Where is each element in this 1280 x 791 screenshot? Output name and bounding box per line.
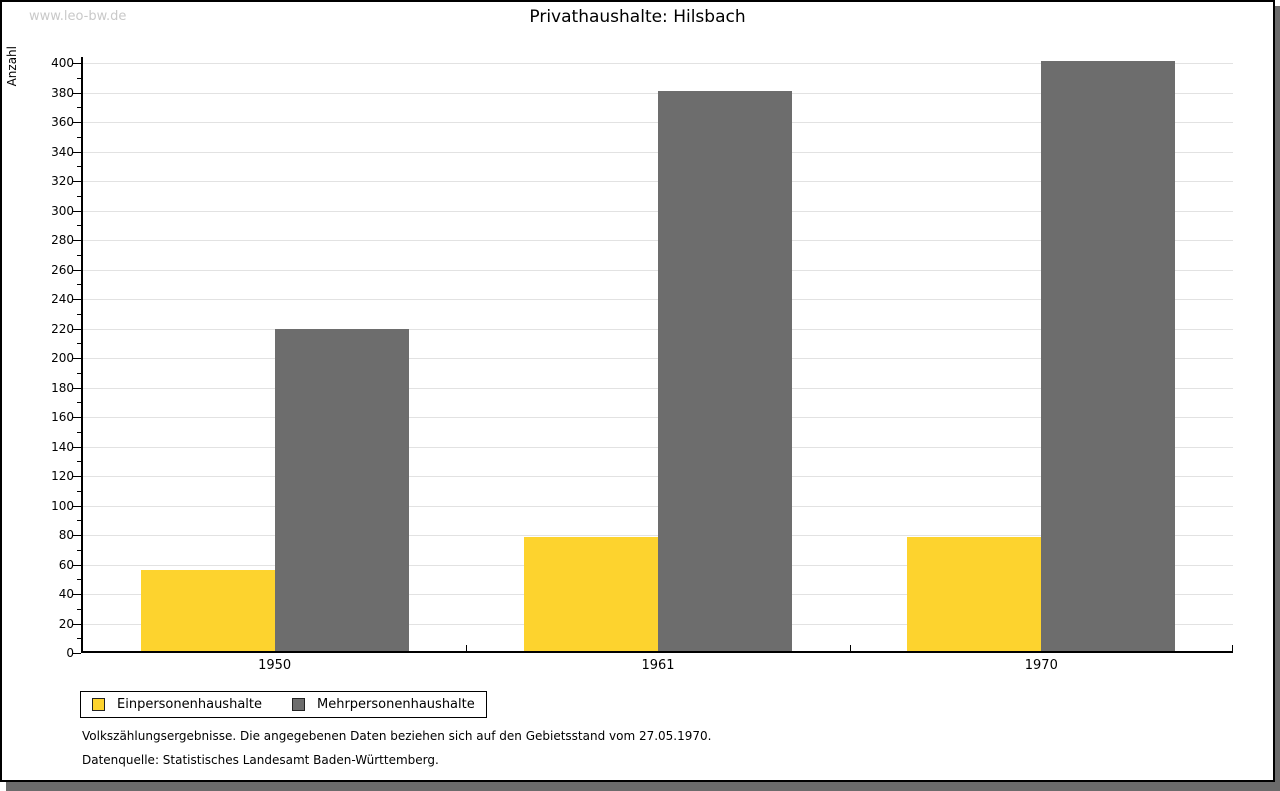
y-tick-240 [73, 299, 81, 300]
legend-label: Mehrpersonenhaushalte [317, 697, 475, 712]
footer-source: Datenquelle: Statistisches Landesamt Bad… [82, 753, 439, 767]
y-tick-label-120: 120 [51, 469, 74, 483]
bar-mehrpersonenhaushalte-1961 [658, 90, 792, 651]
y-tick-80 [73, 535, 81, 536]
bar-mehrpersonenhaushalte-1950 [274, 329, 409, 651]
bar-einpersonenhaushalte-1950 [140, 569, 275, 651]
y-minor-tick-90 [77, 520, 81, 522]
y-minor-tick-250 [77, 284, 81, 286]
plot-area [81, 57, 1233, 653]
y-tick-label-280: 280 [51, 233, 74, 247]
y-tick-280 [73, 240, 81, 241]
y-tick-label-380: 380 [51, 85, 74, 100]
y-minor-tick-170 [77, 402, 81, 404]
y-tick-label-60: 60 [58, 557, 74, 572]
y-tick-340 [73, 151, 81, 153]
y-tick-320 [73, 181, 81, 182]
y-tick-label-300: 300 [51, 203, 74, 218]
y-tick-180 [73, 387, 81, 389]
y-minor-tick-350 [77, 136, 81, 138]
bar-mehrpersonenhaushalte-1970 [1041, 61, 1176, 651]
y-tick-220 [73, 328, 81, 330]
bar-einpersonenhaushalte-1970 [907, 537, 1042, 651]
y-minor-tick-190 [77, 372, 81, 374]
y-tick-label-340: 340 [51, 144, 74, 159]
legend-swatch-icon [292, 698, 305, 711]
y-minor-tick-70 [77, 549, 81, 551]
frame-shadow-right [1275, 6, 1280, 791]
x-category-label-1950: 1950 [258, 658, 292, 673]
y-minor-tick-370 [77, 107, 81, 109]
legend-label: Einpersonenhaushalte [117, 697, 262, 712]
legend-swatch-icon [92, 698, 105, 711]
y-tick-380 [73, 92, 81, 94]
y-tick-label-320: 320 [51, 174, 74, 188]
y-minor-tick-390 [77, 77, 81, 79]
x-axis-tick-1 [466, 645, 468, 651]
y-minor-tick-50 [77, 579, 81, 581]
x-axis-tick-2 [849, 645, 851, 651]
y-tick-label-180: 180 [51, 380, 74, 395]
y-minor-tick-30 [77, 608, 81, 610]
y-tick-100 [73, 505, 81, 507]
legend-item-einpersonenhaushalte: Einpersonenhaushalte [92, 697, 262, 712]
watermark: www.leo-bw.de [29, 9, 127, 24]
y-tick-label-260: 260 [51, 262, 74, 277]
y-tick-label-160: 160 [51, 410, 74, 424]
x-category-label-1970: 1970 [1024, 658, 1058, 673]
bar-einpersonenhaushalte-1961 [524, 537, 658, 651]
legend-item-mehrpersonenhaushalte: Mehrpersonenhaushalte [292, 697, 475, 712]
y-tick-200 [73, 358, 81, 359]
legend: Einpersonenhaushalte Mehrpersonenhaushalt… [80, 691, 487, 718]
gridline-400 [83, 63, 1233, 64]
y-tick-120 [73, 476, 81, 477]
y-minor-tick-110 [77, 490, 81, 492]
y-tick-360 [73, 122, 81, 123]
y-tick-label-100: 100 [51, 498, 74, 513]
x-category-label-1961: 1961 [641, 658, 675, 673]
y-tick-label-20: 20 [58, 616, 74, 631]
y-minor-tick-150 [77, 431, 81, 433]
y-minor-tick-290 [77, 225, 81, 227]
x-axis-tick-3 [1232, 645, 1233, 651]
y-minor-tick-210 [77, 343, 81, 345]
y-tick-40 [73, 594, 81, 595]
chart-title: Privathaushalte: Hilsbach [529, 7, 746, 27]
y-tick-260 [73, 269, 81, 271]
y-minor-tick-310 [77, 195, 81, 197]
y-minor-tick-330 [77, 166, 81, 168]
footer-note: Volkszählungsergebnisse. Die angegebenen… [82, 729, 712, 743]
y-tick-label-240: 240 [51, 292, 74, 306]
y-tick-label-220: 220 [51, 321, 74, 336]
y-minor-tick-10 [77, 638, 81, 640]
y-tick-300 [73, 210, 81, 212]
y-tick-400 [73, 63, 81, 64]
y-tick-0 [73, 653, 81, 654]
y-tick-label-80: 80 [58, 528, 74, 542]
y-tick-label-0: 0 [66, 646, 74, 660]
y-tick-140 [73, 446, 81, 448]
frame-shadow-bottom [6, 782, 1280, 791]
y-minor-tick-270 [77, 254, 81, 256]
y-tick-160 [73, 417, 81, 418]
y-tick-label-40: 40 [58, 587, 74, 601]
y-minor-tick-130 [77, 461, 81, 463]
y-tick-20 [73, 623, 81, 625]
y-tick-label-200: 200 [51, 351, 74, 365]
y-minor-tick-230 [77, 313, 81, 315]
y-tick-label-360: 360 [51, 115, 74, 129]
y-tick-label-400: 400 [51, 56, 74, 70]
y-tick-60 [73, 564, 81, 566]
y-tick-label-140: 140 [51, 439, 74, 454]
